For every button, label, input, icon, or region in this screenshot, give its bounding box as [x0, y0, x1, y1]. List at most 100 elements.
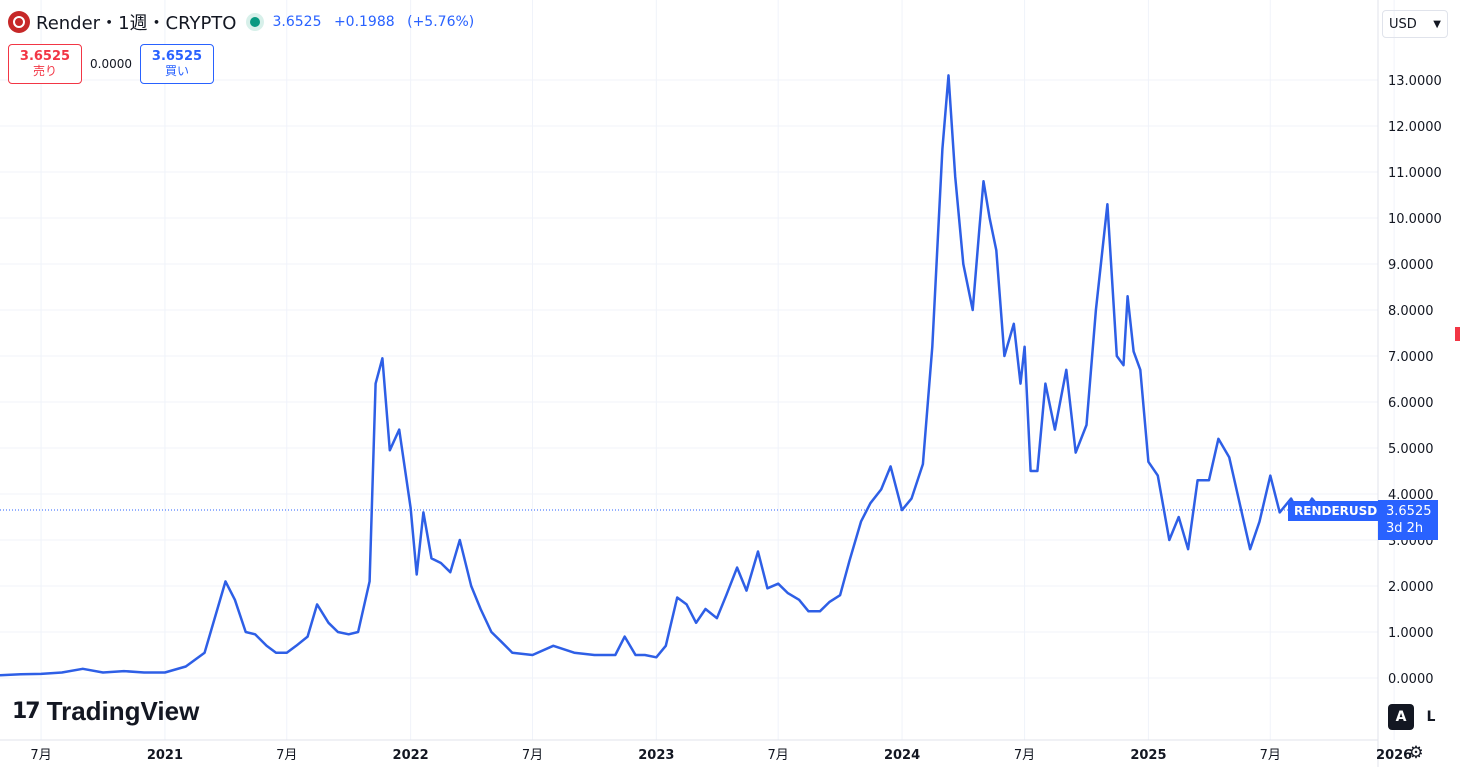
price-change: +0.1988: [333, 14, 395, 30]
y-tick-label: 13.0000: [1388, 74, 1442, 89]
data-point: [828, 601, 831, 603]
data-point: [275, 651, 277, 654]
data-point: [1168, 539, 1171, 541]
y-tick-label: 11.0000: [1388, 166, 1442, 181]
data-point: [1237, 497, 1240, 500]
data-point: [430, 557, 433, 560]
data-point: [327, 622, 330, 624]
y-tick-label: 12.0000: [1388, 120, 1442, 135]
data-point: [389, 449, 391, 452]
data-point: [954, 175, 956, 178]
currency-value: USD: [1389, 16, 1417, 32]
price-change-percent: (+5.76%): [407, 14, 475, 30]
data-point: [449, 571, 452, 573]
data-point: [398, 428, 401, 431]
sell-price: 3.6525: [19, 49, 71, 64]
data-point: [337, 631, 339, 633]
data-point: [777, 582, 779, 585]
data-point: [1095, 309, 1097, 311]
data-point: [1269, 474, 1272, 477]
data-point: [1054, 428, 1056, 431]
data-point: [807, 610, 810, 613]
data-point: [593, 654, 596, 656]
data-point: [102, 671, 104, 674]
data-point: [869, 502, 872, 505]
data-point: [306, 635, 309, 638]
tradingview-logo-icon: 17: [12, 699, 41, 724]
price-series-line[interactable]: [0, 74, 1323, 677]
data-point: [20, 673, 22, 676]
buy-price: 3.6525: [151, 49, 203, 64]
data-point: [1116, 355, 1118, 357]
data-point: [374, 382, 377, 385]
data-point: [1106, 203, 1109, 205]
price-info: 3.6525 +0.1988 (+5.76%): [272, 14, 482, 30]
buy-button[interactable]: 3.6525 買い: [140, 44, 214, 84]
x-tick-label: 2026: [1376, 748, 1412, 763]
chart-header: Render・1週・CRYPTO 3.6525 +0.1988 (+5.76%): [8, 8, 482, 36]
badge-countdown: 3d 2h: [1386, 521, 1424, 536]
x-axis-ticks[interactable]: 7月 2021 7月 2022 7月 2023 7月 2024 7月 2025 7月 2026: [30, 748, 1412, 763]
y-tick-label: 4.0000: [1388, 488, 1434, 503]
data-point: [440, 562, 442, 564]
data-point: [745, 589, 748, 592]
data-point: [265, 645, 268, 647]
symbol-title[interactable]: Render・1週・CRYPTO: [36, 13, 237, 34]
data-point: [479, 608, 482, 610]
data-point: [224, 580, 227, 583]
badge-price: 3.6525: [1386, 504, 1432, 519]
data-point: [922, 463, 924, 465]
data-point: [1147, 461, 1150, 463]
data-point: [941, 148, 944, 150]
data-point: [415, 573, 418, 576]
settings-gear-icon[interactable]: ⚙: [1408, 743, 1424, 763]
data-point: [82, 668, 84, 670]
data-point: [143, 671, 145, 674]
data-point: [123, 670, 125, 672]
data-point: [1187, 548, 1189, 550]
data-point: [1177, 516, 1180, 518]
data-point: [368, 580, 371, 583]
data-point: [531, 654, 534, 656]
data-point: [1122, 364, 1125, 367]
alert-edge-marker: [1455, 327, 1460, 341]
sell-button[interactable]: 3.6525 売り: [8, 44, 82, 84]
y-axis-ticks[interactable]: 0.00001.00002.00003.00004.00005.00006.00…: [1388, 74, 1442, 687]
y-tick-label: 9.0000: [1388, 258, 1434, 273]
currency-select[interactable]: USD ▼: [1382, 10, 1448, 38]
data-point: [665, 645, 667, 647]
x-tick-label: 7月: [30, 748, 51, 763]
data-point: [1228, 456, 1230, 459]
auto-scale-button[interactable]: A: [1388, 704, 1414, 730]
data-point: [409, 507, 412, 509]
y-tick-label: 10.0000: [1388, 212, 1442, 227]
data-point: [798, 599, 800, 601]
data-point: [244, 631, 247, 633]
data-point: [500, 640, 502, 642]
data-point: [1029, 470, 1032, 472]
log-scale-button[interactable]: L: [1418, 704, 1444, 730]
data-point: [716, 617, 718, 619]
data-point: [1036, 470, 1039, 472]
chart-grid: [0, 0, 1395, 740]
data-point: [1013, 323, 1015, 325]
y-tick-label: 5.0000: [1388, 442, 1434, 457]
y-tick-label: 0.0000: [1388, 672, 1434, 687]
data-point: [61, 671, 63, 674]
y-tick-label: 1.0000: [1388, 626, 1434, 641]
data-point: [40, 673, 42, 675]
data-point: [988, 217, 991, 219]
data-point: [357, 631, 359, 633]
data-point: [1044, 382, 1047, 385]
tradingview-logo[interactable]: 17 TradingView: [12, 696, 199, 727]
live-status-icon: [250, 17, 261, 27]
data-point: [295, 645, 298, 647]
data-point: [1278, 511, 1281, 514]
data-point: [685, 603, 688, 606]
data-point: [1290, 497, 1292, 500]
data-point: [381, 357, 384, 360]
data-point: [766, 587, 769, 590]
data-point: [203, 651, 206, 654]
data-point: [422, 511, 425, 514]
